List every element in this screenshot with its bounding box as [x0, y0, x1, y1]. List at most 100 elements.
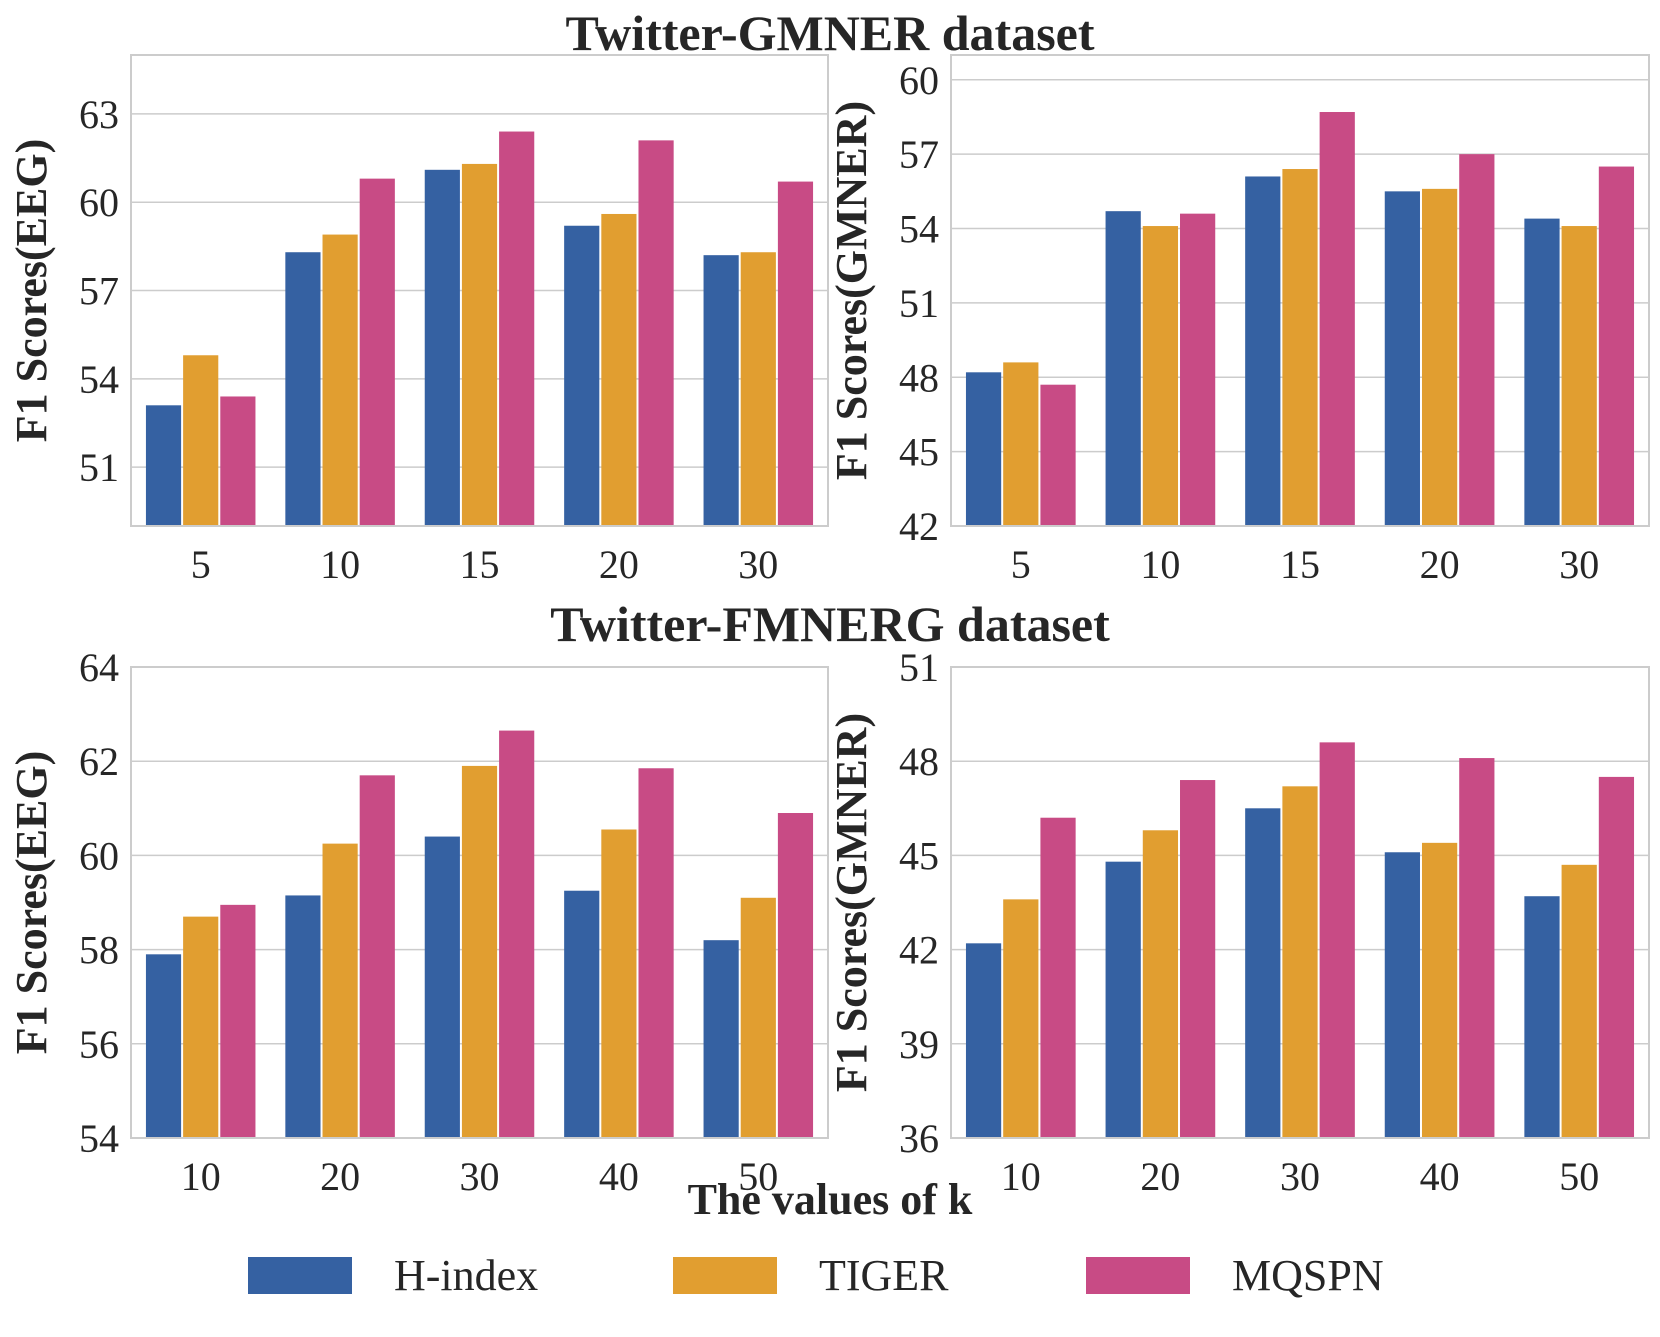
x-tick-label: 30: [1559, 542, 1599, 587]
y-tick-label: 45: [899, 833, 939, 878]
bar-h-index-k40: [564, 890, 600, 1138]
x-axis-title: The values of k: [688, 1175, 973, 1224]
bar-tiger-k10: [183, 916, 219, 1138]
bar-mqspn-k30: [1319, 742, 1355, 1138]
bar-tiger-k10: [1003, 899, 1039, 1138]
y-tick-label: 58: [79, 928, 119, 973]
bar-mqspn-k30: [499, 730, 535, 1138]
y-tick-label: 42: [899, 928, 939, 973]
bar-mqspn-k5: [1040, 384, 1076, 526]
bar-h-index-k15: [1245, 176, 1281, 526]
y-tick-label: 62: [79, 739, 119, 784]
plot-frame: [130, 666, 829, 1139]
bar-h-index-k15: [424, 169, 460, 526]
bar-tiger-k10: [322, 234, 358, 526]
y-axis-title: F1 Scores(GMNER): [827, 713, 876, 1092]
y-tick-label: 48: [899, 739, 939, 784]
y-axis-title: F1 Scores(GMNER): [827, 101, 876, 480]
bar-mqspn-k10: [359, 178, 395, 526]
bar-h-index-k10: [145, 954, 182, 1138]
y-tick-label: 60: [79, 180, 119, 225]
legend-label-h-index: H-index: [394, 1251, 538, 1300]
bar-tiger-k15: [1282, 169, 1318, 526]
bar-mqspn-k50: [777, 813, 814, 1138]
bar-h-index-k5: [965, 372, 1002, 526]
y-tick-label: 45: [899, 430, 939, 475]
y-tick-label: 48: [899, 355, 939, 400]
x-tick-label: 20: [1420, 542, 1460, 587]
plot-frame: [130, 54, 829, 527]
plot-frame: [950, 54, 1650, 527]
bar-mqspn-k10: [1040, 817, 1076, 1138]
x-tick-label: 20: [320, 1154, 360, 1199]
bar-tiger-k20: [322, 843, 358, 1138]
x-tick-label: 30: [460, 1154, 500, 1199]
x-tick-label: 20: [1140, 1154, 1180, 1199]
y-tick-label: 64: [79, 645, 119, 690]
bar-tiger-k20: [1421, 188, 1458, 526]
y-tick-label: 54: [79, 357, 119, 402]
y-tick-label: 36: [899, 1116, 939, 1161]
legend: H-index TIGER MQSPN: [248, 1251, 1384, 1300]
bar-tiger-k40: [1421, 842, 1458, 1138]
bar-mqspn-k10: [220, 904, 256, 1138]
bar-tiger-k30: [461, 765, 498, 1138]
bar-mqspn-k50: [1598, 776, 1635, 1138]
bar-h-index-k5: [145, 405, 182, 526]
bar-mqspn-k20: [1180, 780, 1216, 1138]
bar-tiger-k50: [740, 897, 776, 1138]
y-tick-label: 54: [79, 1116, 119, 1161]
legend-swatch-h-index: [248, 1257, 352, 1294]
bar-mqspn-k30: [1598, 166, 1635, 527]
bar-h-index-k10: [965, 943, 1002, 1138]
row-title-gmner: Twitter-GMNER dataset: [565, 5, 1094, 61]
y-tick-label: 60: [79, 833, 119, 878]
bar-mqspn-k40: [638, 768, 674, 1138]
bar-tiger-k30: [1282, 786, 1318, 1138]
x-tick-label: 30: [1280, 1154, 1320, 1199]
bar-tiger-k10: [1142, 226, 1179, 526]
bar-h-index-k10: [285, 252, 321, 526]
bar-h-index-k20: [285, 895, 321, 1138]
x-tick-label: 40: [1420, 1154, 1460, 1199]
legend-swatch-mqspn: [1086, 1257, 1190, 1294]
y-axis-title: F1 Scores(EEG): [7, 139, 56, 443]
y-tick-label: 57: [79, 269, 119, 314]
plot-frame: [950, 666, 1650, 1139]
bar-h-index-k40: [1384, 852, 1420, 1138]
bar-tiger-k20: [601, 213, 637, 526]
x-tick-label: 10: [181, 1154, 221, 1199]
y-tick-label: 56: [79, 1022, 119, 1067]
bar-h-index-k20: [1384, 191, 1420, 526]
bar-tiger-k20: [1142, 830, 1179, 1138]
bar-tiger-k30: [740, 252, 776, 526]
bar-mqspn-k20: [359, 775, 395, 1138]
y-tick-label: 54: [899, 207, 939, 252]
bar-h-index-k50: [703, 940, 739, 1138]
y-tick-label: 63: [79, 92, 119, 137]
x-tick-label: 10: [320, 542, 360, 587]
bar-h-index-k30: [703, 255, 739, 527]
y-tick-label: 39: [899, 1022, 939, 1067]
chart-fmnerg-gmner: 36 39 42 45 48 51 10 20 30 40 50 F1 Scores(GMNER): [827, 645, 1650, 1199]
bar-tiger-k15: [461, 163, 498, 526]
x-tick-label: 10: [1001, 1154, 1041, 1199]
bar-tiger-k5: [183, 355, 219, 526]
x-tick-label: 15: [1280, 542, 1320, 587]
x-tick-label: 5: [1011, 542, 1031, 587]
x-tick-label: 5: [191, 542, 211, 587]
bar-tiger-k5: [1003, 362, 1039, 526]
y-tick-label: 60: [899, 58, 939, 103]
x-tick-label: 50: [738, 1154, 778, 1199]
bar-mqspn-k40: [1459, 758, 1495, 1138]
y-tick-label: 42: [899, 504, 939, 549]
bar-mqspn-k10: [1180, 213, 1216, 526]
bar-h-index-k30: [1524, 218, 1560, 526]
x-tick-label: 50: [1559, 1154, 1599, 1199]
bar-h-index-k30: [424, 836, 460, 1138]
bar-h-index-k10: [1105, 211, 1141, 526]
bar-mqspn-k30: [777, 181, 814, 527]
chart-fmnerg-eeg: 54 56 58 60 62 64 10 20 30 40 50 F1 Scores(EEG): [7, 645, 829, 1199]
bar-mqspn-k20: [1459, 154, 1495, 526]
